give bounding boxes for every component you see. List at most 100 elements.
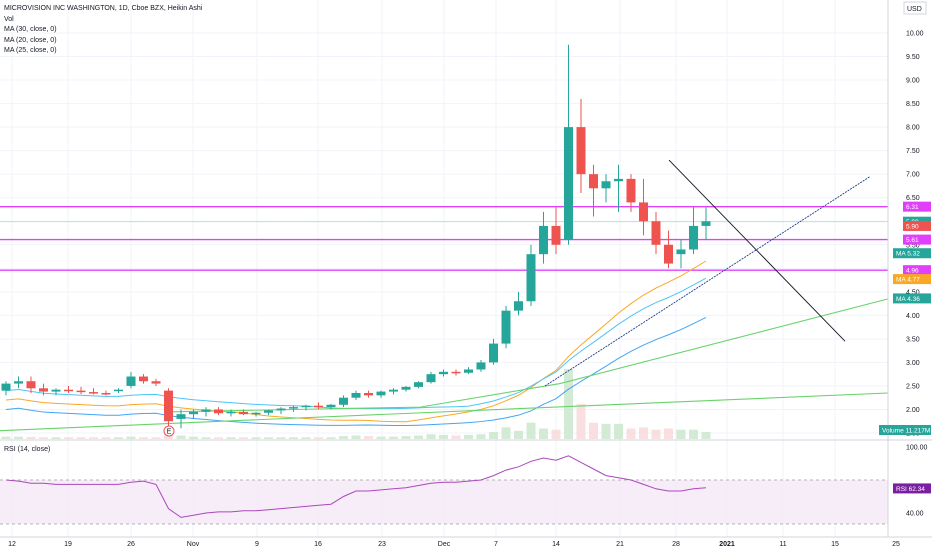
candle-body bbox=[376, 391, 386, 396]
candle-body bbox=[564, 127, 573, 241]
candle-body bbox=[176, 414, 186, 419]
volume-bar bbox=[551, 429, 561, 439]
time-tick-label: 25 bbox=[892, 541, 900, 548]
price-tick-label: 3.50 bbox=[906, 336, 920, 343]
ma-20-line bbox=[5, 260, 707, 423]
price-tag bbox=[879, 425, 931, 435]
candle-body bbox=[589, 174, 598, 189]
candle-body bbox=[14, 381, 23, 384]
candle-body bbox=[76, 390, 86, 393]
support-trend-line bbox=[544, 176, 871, 387]
candle-body bbox=[639, 202, 648, 222]
price-tag-label: 4.96 bbox=[906, 268, 919, 275]
price-tag bbox=[903, 220, 931, 231]
rsi-tick-label: 40.00 bbox=[906, 511, 924, 518]
grid bbox=[0, 0, 897, 537]
volume-bar bbox=[101, 437, 111, 439]
price-tag bbox=[893, 483, 931, 494]
time-tick-label: 9 bbox=[255, 541, 259, 548]
volume-bar bbox=[314, 437, 323, 439]
candle-body bbox=[651, 221, 661, 245]
rsi-tick-label: 100.00 bbox=[906, 445, 928, 452]
candle-body bbox=[451, 371, 461, 374]
candle-body bbox=[139, 376, 148, 382]
candle-body bbox=[314, 405, 323, 408]
candle-body bbox=[464, 369, 473, 373]
volume-bar bbox=[51, 437, 61, 439]
ma-green-line bbox=[169, 298, 889, 413]
volume-bar bbox=[376, 436, 386, 439]
price-tag bbox=[903, 265, 931, 276]
volume-bar bbox=[364, 436, 373, 439]
price-tick-label: 8.50 bbox=[906, 101, 920, 108]
volume-bar bbox=[251, 437, 261, 439]
volume-bar bbox=[464, 434, 473, 439]
rsi-band bbox=[0, 480, 888, 524]
price-tick-label: 6.50 bbox=[906, 195, 920, 202]
volume-bar bbox=[214, 437, 223, 439]
candle-body bbox=[51, 389, 61, 392]
volume-bar bbox=[351, 435, 361, 439]
volume-bar bbox=[601, 423, 611, 439]
volume-bar bbox=[476, 434, 486, 439]
price-tag bbox=[893, 274, 931, 285]
price-tick-label: 10.00 bbox=[906, 31, 924, 38]
candle-body bbox=[514, 301, 523, 311]
volume-bar bbox=[189, 436, 198, 439]
candle-body bbox=[151, 381, 161, 384]
price-tag bbox=[903, 234, 931, 245]
price-tag-label: MA 4.36 bbox=[896, 296, 920, 303]
rsi-legend[interactable]: RSI (14, close) bbox=[4, 446, 51, 453]
earnings-icon bbox=[163, 425, 175, 437]
volume-bar bbox=[489, 432, 498, 439]
moving-averages bbox=[5, 260, 707, 427]
candle-body bbox=[364, 393, 373, 396]
volume-bar bbox=[689, 429, 698, 439]
candle-body bbox=[26, 381, 36, 389]
time-tick-label: 14 bbox=[552, 541, 560, 548]
volume-bar bbox=[226, 437, 236, 439]
candle-body bbox=[526, 254, 536, 302]
candle-body bbox=[101, 393, 111, 395]
legend-vol[interactable]: Vol bbox=[4, 15, 14, 23]
trend-lines bbox=[0, 159, 889, 432]
legend-ma-25[interactable]: MA (25, close, 0) bbox=[4, 47, 57, 54]
volume-bar bbox=[589, 422, 598, 439]
price-tick-label: 2.50 bbox=[906, 383, 920, 390]
candle-body bbox=[189, 411, 198, 415]
legend-ma-30[interactable]: MA (30, close, 0) bbox=[4, 26, 57, 33]
price-tick-label: 2.00 bbox=[906, 407, 920, 414]
candle-body bbox=[289, 407, 298, 409]
price-tag bbox=[893, 248, 931, 259]
time-tick-label: 26 bbox=[127, 541, 135, 548]
currency-label: USD bbox=[907, 6, 922, 13]
price-tag-label: RSI 62.34 bbox=[896, 486, 925, 493]
volume-bar bbox=[576, 404, 586, 439]
time-tick-label: 2021 bbox=[719, 541, 735, 548]
candle-body bbox=[226, 411, 236, 414]
ma-25-line bbox=[5, 277, 707, 410]
volume-bar bbox=[239, 437, 248, 439]
price-tick-label: 5.50 bbox=[906, 242, 920, 249]
resistance-trend-line bbox=[668, 159, 846, 342]
candle-body bbox=[339, 397, 348, 405]
candle-body bbox=[114, 389, 123, 392]
price-tick-label: 4.00 bbox=[906, 313, 920, 320]
volume-bar bbox=[64, 437, 73, 439]
price-tag bbox=[903, 201, 931, 212]
rsi-pane bbox=[0, 455, 888, 525]
legend-ma-20[interactable]: MA (20, close, 0) bbox=[4, 36, 57, 44]
volume-bar bbox=[289, 437, 298, 439]
candle-body bbox=[501, 310, 511, 344]
candle-body bbox=[576, 127, 586, 175]
volume-bar bbox=[301, 437, 311, 439]
horizontal-levels bbox=[0, 205, 888, 271]
volume-bar bbox=[626, 428, 636, 439]
candle-body bbox=[301, 405, 311, 408]
long-term-trend-line bbox=[0, 392, 889, 432]
volume-bar bbox=[76, 437, 86, 439]
volume-bar bbox=[426, 434, 436, 439]
